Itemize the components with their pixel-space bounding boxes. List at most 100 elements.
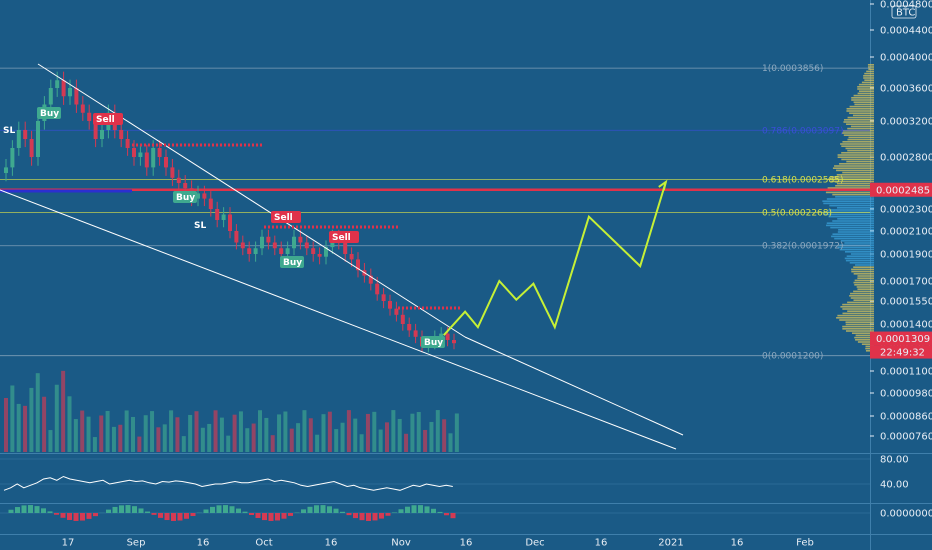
candle-body: [132, 148, 136, 157]
signal-badge: [271, 211, 301, 223]
volume-profile-bar: [852, 114, 874, 117]
volume-bar: [296, 423, 301, 452]
histogram-bar: [366, 513, 371, 521]
volume-profile-bar: [848, 136, 874, 139]
histogram-bar: [411, 505, 417, 513]
volume-profile-bar: [845, 323, 874, 326]
candle-body: [125, 139, 130, 148]
volume-profile-bar: [847, 127, 874, 130]
fib-level-label: 0.382(0.0001972): [762, 242, 843, 252]
volume-profile-bar: [846, 255, 874, 257]
signal-marker[interactable]: SL: [3, 126, 15, 136]
candle-body: [452, 340, 456, 344]
price-panel[interactable]: [0, 0, 870, 452]
volume-profile-bar: [836, 207, 874, 209]
x-tick-label: Nov: [391, 538, 411, 549]
histogram-bar: [398, 509, 404, 513]
histogram-bar: [177, 513, 183, 521]
histogram-bar: [73, 513, 79, 521]
volume-profile-bar: [850, 297, 874, 299]
signal-marker[interactable]: Sell: [93, 113, 123, 125]
candle-body: [144, 152, 149, 168]
volume-profile-bar: [845, 147, 874, 150]
volume-profile-bar: [842, 325, 874, 328]
candle-body: [311, 248, 316, 254]
signal-marker[interactable]: Buy: [37, 107, 61, 119]
histogram-bar: [47, 511, 53, 513]
volume-bar: [238, 411, 243, 452]
candle-body: [202, 193, 207, 199]
volume-bar: [232, 414, 237, 452]
candle-body: [240, 242, 245, 249]
signal-badge: [329, 231, 359, 243]
volume-bar: [397, 418, 402, 452]
time-axis[interactable]: 17 Sep 16 Oct 16 Nov 16 Dec 16 2021 16 Feb: [62, 538, 814, 549]
signal-marker[interactable]: Buy: [173, 191, 197, 203]
histogram-bar: [184, 513, 189, 519]
y-tick-label: 0.0004800: [880, 0, 932, 11]
histogram-bar: [112, 506, 118, 513]
candle-body: [228, 214, 232, 231]
signal-label: Buy: [40, 109, 59, 119]
signal-marker[interactable]: Buy: [421, 336, 445, 348]
price-axis[interactable]: 0.0004800 0.0004400 0.0004000 0.0003600 0.00…: [870, 0, 932, 443]
histogram-bar: [307, 506, 313, 513]
volume-bar: [315, 434, 320, 452]
histogram-bar: [301, 509, 306, 513]
candle-body: [394, 308, 399, 315]
x-tick-label: 16: [731, 538, 744, 549]
volume-profile-bar: [863, 77, 874, 79]
volume-profile-bar: [853, 266, 874, 268]
volume-bar: [442, 419, 447, 452]
candle-body: [272, 242, 277, 249]
candle-body: [253, 248, 258, 254]
candle-body: [439, 333, 444, 337]
volume-bar: [80, 410, 85, 452]
x-tick-label: 16: [460, 538, 473, 549]
signal-marker[interactable]: Sell: [271, 211, 301, 223]
volume-profile-bar: [830, 180, 874, 183]
oscillator-panel[interactable]: [0, 455, 870, 502]
volume-bar: [219, 417, 224, 452]
histogram-bar: [392, 512, 397, 513]
candle-body: [381, 294, 386, 301]
volume-profile-bar: [843, 134, 874, 136]
volume-profile-bar: [842, 303, 874, 306]
signal-marker[interactable]: Sell: [329, 231, 359, 243]
wedge-lower-line: [0, 189, 677, 450]
volume-bar: [416, 412, 421, 452]
candle-body: [48, 88, 53, 105]
volume-profile-bar: [849, 295, 874, 297]
histogram-bar: [242, 511, 248, 513]
volume-profile-bar: [840, 143, 874, 145]
volume-bar: [308, 418, 313, 452]
histogram-bar: [151, 513, 157, 515]
volume-profile-bar: [846, 108, 874, 110]
histogram-bar: [346, 513, 352, 516]
volume-profile-bar: [864, 72, 874, 75]
histogram-bar: [288, 513, 293, 516]
volume-profile-bar: [853, 94, 874, 97]
candle-body: [368, 275, 373, 284]
volume-profile-bar: [826, 224, 874, 227]
fib-level-label: 0.618(0.0002585): [762, 175, 843, 185]
volume-bar: [162, 424, 167, 452]
candle-body: [285, 248, 290, 254]
currency-badge: [891, 5, 917, 19]
volume-profile-bar: [845, 259, 874, 262]
candle-body: [16, 130, 21, 148]
volume-profile-bar: [836, 317, 874, 319]
candle-body: [170, 167, 175, 178]
countdown-tag: [870, 345, 932, 359]
volume-profile-bar: [850, 292, 874, 295]
volume-bar: [29, 387, 34, 452]
volume-profile-bar: [843, 119, 874, 121]
signal-marker[interactable]: SL: [194, 221, 206, 231]
volume-bar: [429, 421, 434, 452]
signal-marker[interactable]: Buy: [280, 256, 304, 268]
volume-bar: [365, 413, 370, 452]
y-tick-label: 0.0000760: [880, 432, 932, 443]
volume-profile-bar: [849, 105, 874, 108]
volume-profile-bar: [857, 86, 874, 88]
